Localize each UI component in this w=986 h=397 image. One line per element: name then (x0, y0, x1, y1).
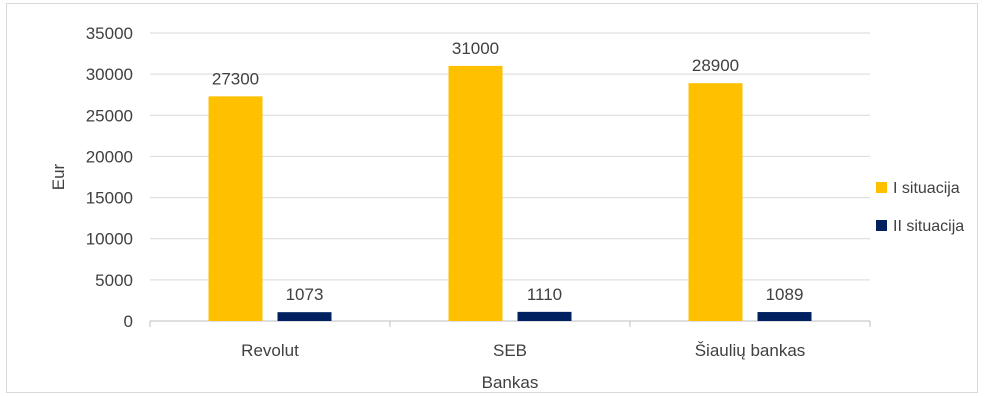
legend-swatch (876, 220, 887, 231)
y-tick-label: 5000 (95, 271, 133, 290)
data-label: 1073 (286, 285, 324, 304)
x-tick-label: Revolut (241, 341, 299, 360)
y-tick-label: 25000 (86, 106, 133, 125)
data-label: 31000 (452, 39, 499, 58)
y-tick-label: 30000 (86, 65, 133, 84)
data-label: 1089 (766, 285, 804, 304)
legend-label: II situacija (893, 218, 964, 235)
y-tick-label: 20000 (86, 147, 133, 166)
bar-ii-situacija (277, 312, 332, 321)
x-axis-title: Bankas (482, 373, 539, 392)
x-tick-label: SEB (493, 341, 527, 360)
x-tick-label: Šiaulių bankas (695, 341, 806, 360)
data-label: 27300 (212, 69, 259, 88)
y-tick-label: 15000 (86, 189, 133, 208)
y-tick-label: 0 (124, 312, 133, 331)
bar-ii-situacija (517, 311, 572, 321)
legend-label: I situacija (893, 180, 960, 197)
bar-i-situacija (208, 96, 263, 321)
data-label: 1110 (527, 285, 562, 304)
bar-i-situacija (448, 65, 503, 322)
bar-i-situacija (688, 83, 743, 322)
y-tick-label: 10000 (86, 230, 133, 249)
bar-ii-situacija (757, 312, 812, 321)
y-tick-label: 35000 (86, 24, 133, 43)
legend-swatch (876, 182, 887, 193)
data-label: 28900 (692, 56, 739, 75)
y-axis-title: Eur (49, 163, 68, 190)
